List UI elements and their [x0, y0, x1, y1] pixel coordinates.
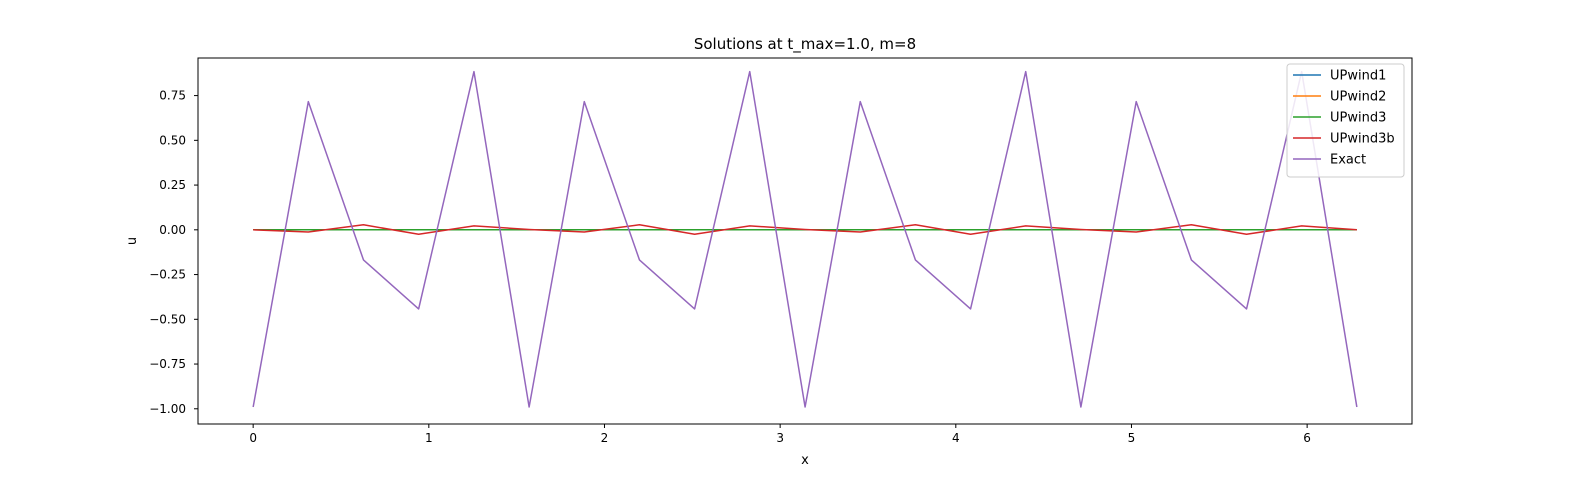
x-tick-label: 3: [776, 431, 784, 445]
y-tick-label: 0.00: [159, 223, 186, 237]
x-tick-label: 2: [601, 431, 609, 445]
y-tick-label: 0.75: [159, 89, 186, 103]
legend-label: UPwind1: [1330, 69, 1386, 84]
y-axis: −1.00 −0.75 −0.50 −0.25 0.00 0.25 0.50 0.75: [149, 89, 198, 416]
legend: UPwind1 UPwind2 UPwind3 UPwind3b Exact: [1286, 63, 1405, 178]
y-axis-label: u: [125, 237, 140, 245]
x-tick-label: 5: [1128, 431, 1136, 445]
x-tick-label: 1: [425, 431, 433, 445]
series-line-exact: [252, 70, 1358, 408]
y-tick-label: 0.50: [159, 133, 186, 147]
legend-label: UPwind3: [1330, 111, 1386, 126]
y-tick-label: −1.00: [149, 402, 186, 416]
y-tick-label: −0.75: [149, 357, 186, 371]
y-tick-label: −0.50: [149, 312, 186, 326]
chart-title: Solutions at t_max=1.0, m=8: [694, 35, 916, 54]
legend-label: UPwind3b: [1330, 132, 1395, 147]
legend-label: Exact: [1330, 153, 1366, 168]
x-tick-label: 4: [952, 431, 960, 445]
x-axis: 0 1 2 3 4 5 6: [249, 424, 1311, 445]
legend-box: [1286, 63, 1405, 178]
x-tick-label: 0: [249, 431, 257, 445]
plot-lines: [252, 70, 1358, 408]
legend-label: UPwind2: [1330, 90, 1386, 105]
y-tick-label: −0.25: [149, 268, 186, 282]
y-tick-label: 0.25: [159, 178, 186, 192]
x-axis-label: x: [801, 453, 809, 468]
x-tick-label: 6: [1303, 431, 1311, 445]
axes-frame: [197, 57, 1413, 425]
